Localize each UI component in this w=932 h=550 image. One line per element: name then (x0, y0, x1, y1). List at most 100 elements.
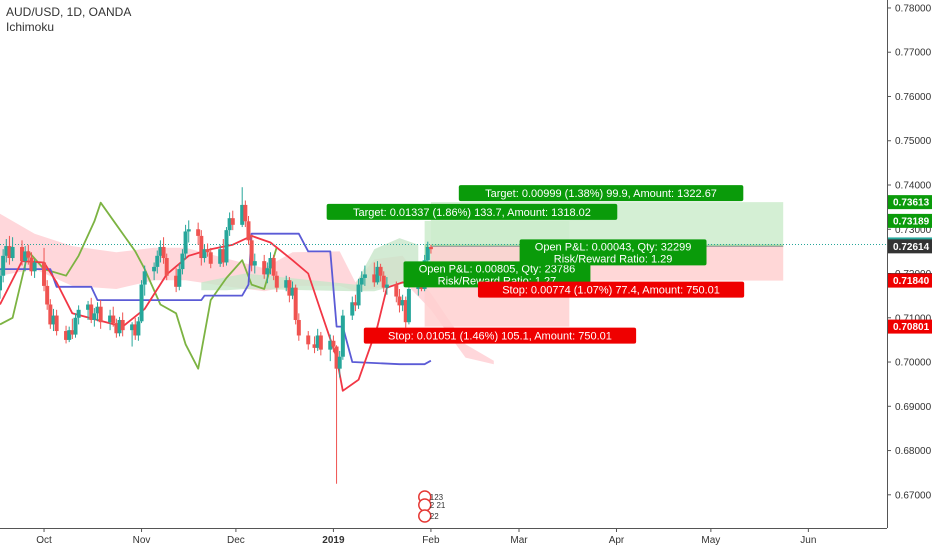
candle-body[interactable] (89, 304, 94, 320)
candle-body[interactable] (164, 258, 169, 276)
candle-body[interactable] (315, 335, 320, 348)
candle-body[interactable] (4, 246, 9, 256)
candle-body[interactable] (161, 246, 166, 259)
candle-body[interactable] (98, 306, 103, 323)
candle-body[interactable] (152, 266, 157, 272)
candle-body[interactable] (130, 324, 135, 331)
candle-body[interactable] (70, 330, 75, 335)
indicator-label[interactable]: Ichimoku (6, 20, 55, 34)
candle-body[interactable] (274, 275, 279, 288)
candle-body[interactable] (331, 340, 336, 347)
candle-body[interactable] (136, 321, 141, 336)
long-position-1-target-label[interactable]: Target: 0.01337 (1.86%) 133.7, Amount: 1… (326, 203, 618, 220)
candle-body[interactable] (350, 302, 355, 316)
long-position-2-target-label[interactable]: Target: 0.00999 (1.38%) 99.9, Amount: 13… (458, 185, 744, 202)
candle-body[interactable] (54, 315, 59, 332)
candle-body[interactable] (174, 275, 179, 287)
candle-body[interactable] (29, 257, 34, 272)
candle-body[interactable] (397, 296, 402, 306)
candle-body[interactable] (32, 262, 37, 272)
candle-body[interactable] (133, 324, 138, 336)
candle-body[interactable] (224, 230, 229, 263)
candle-body[interactable] (64, 331, 69, 340)
long-position-2-pnl-label[interactable]: Open P&L: 0.00043, Qty: 32299Risk/Reward… (519, 239, 707, 266)
candles[interactable] (0, 187, 433, 484)
price-tag[interactable]: 0.71840 (888, 273, 932, 288)
candle-body[interactable] (158, 246, 163, 256)
candle-body[interactable] (42, 262, 47, 286)
candle-body[interactable] (284, 280, 289, 288)
candle-body[interactable] (10, 246, 15, 259)
candle-body[interactable] (328, 340, 333, 350)
candle-body[interactable] (26, 251, 31, 258)
candle-body[interactable] (230, 218, 235, 225)
candle-body[interactable] (262, 261, 267, 275)
candle-body[interactable] (372, 274, 377, 283)
candle-body[interactable] (287, 280, 292, 296)
candle-body[interactable] (252, 261, 257, 266)
candle-body[interactable] (378, 266, 383, 276)
candle-body[interactable] (243, 204, 248, 222)
candle-body[interactable] (334, 346, 339, 369)
candle-body[interactable] (318, 335, 323, 350)
candle-body[interactable] (48, 304, 53, 325)
candle-body[interactable] (199, 235, 204, 259)
candle-body[interactable] (20, 246, 25, 262)
candle-body[interactable] (114, 323, 119, 334)
price-tag[interactable]: 0.70801 (888, 319, 932, 334)
position-labels[interactable]: Target: 0.01337 (1.86%) 133.7, Amount: 1… (326, 185, 745, 344)
candle-body[interactable] (73, 317, 78, 335)
candle-body[interactable] (180, 253, 185, 270)
candle-body[interactable] (425, 246, 430, 261)
price-tag[interactable]: 0.73613 (888, 195, 932, 210)
candle-body[interactable] (249, 240, 254, 266)
candle-body[interactable] (268, 258, 273, 269)
candle-body[interactable] (186, 229, 191, 232)
candle-body[interactable] (155, 255, 160, 267)
candle-body[interactable] (227, 218, 232, 231)
candle-body[interactable] (362, 274, 367, 278)
price-tag[interactable]: 0.73189 (888, 213, 932, 228)
candle-body[interactable] (139, 284, 144, 322)
candle-body[interactable] (359, 277, 364, 285)
candle-body[interactable] (384, 284, 389, 288)
price-tag[interactable]: 0.72614 (888, 239, 932, 254)
candle-body[interactable] (0, 275, 2, 291)
candle-body[interactable] (218, 249, 223, 264)
candle-body[interactable] (271, 258, 276, 276)
candle-body[interactable] (356, 284, 361, 306)
candle-body[interactable] (117, 319, 122, 334)
candle-body[interactable] (265, 268, 270, 275)
candle-body[interactable] (400, 300, 405, 306)
candle-body[interactable] (7, 246, 12, 259)
candle-body[interactable] (177, 269, 182, 287)
candle-body[interactable] (1, 255, 6, 276)
candle-body[interactable] (403, 300, 408, 323)
candle-body[interactable] (394, 284, 399, 297)
candle-body[interactable] (406, 289, 411, 323)
symbol-title[interactable]: AUD/USD, 1D, OANDA (6, 5, 132, 19)
candle-body[interactable] (208, 252, 213, 264)
candle-body[interactable] (340, 315, 345, 357)
candle-body[interactable] (120, 319, 125, 331)
candle-body[interactable] (416, 285, 421, 290)
candle-body[interactable] (108, 315, 113, 323)
candle-body[interactable] (51, 315, 56, 325)
candle-body[interactable] (240, 204, 245, 225)
candle-body[interactable] (196, 229, 201, 236)
candle-body[interactable] (142, 271, 147, 285)
candle-body[interactable] (221, 249, 226, 263)
candle-body[interactable] (92, 313, 97, 320)
candle-body[interactable] (306, 335, 311, 345)
candle-body[interactable] (381, 275, 386, 288)
candle-body[interactable] (290, 287, 295, 296)
candle-body[interactable] (76, 309, 81, 318)
candle-body[interactable] (296, 319, 301, 336)
candle-body[interactable] (419, 285, 424, 290)
candle-body[interactable] (353, 302, 358, 306)
candle-body[interactable] (375, 266, 380, 283)
candle-body[interactable] (67, 330, 72, 340)
